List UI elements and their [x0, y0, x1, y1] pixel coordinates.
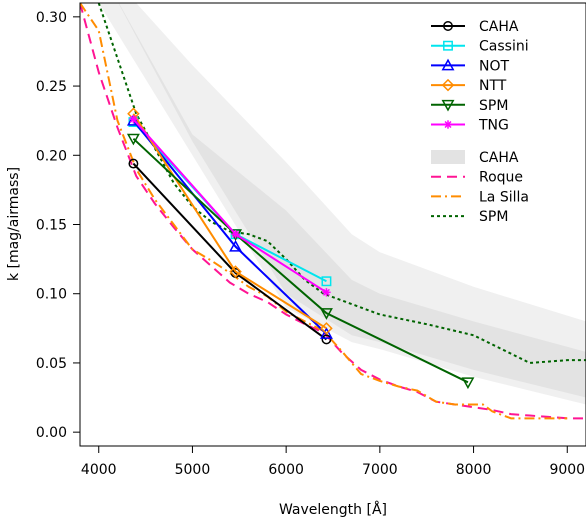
series-line-caha [132, 162, 328, 341]
legend-marker-not [441, 58, 455, 71]
legend: CAHA Cassini NOT NTT SPM TNG CAHA Roque La Silla… [431, 19, 529, 225]
point-caha-2 [321, 334, 332, 345]
legend-label-model-la-silla: La Silla [479, 189, 529, 205]
y-axis-title: k [mag/airmass] [6, 167, 22, 281]
curve-spm [97, 3, 586, 364]
legend-label-model-caha: CAHA [479, 150, 519, 166]
point-caha-0 [128, 158, 139, 169]
legend-band-caha [431, 150, 465, 165]
legend-label-not: NOT [479, 58, 509, 74]
point-ntt-2 [320, 322, 333, 335]
legend-marker-caha [443, 21, 453, 31]
point-tng-1 [231, 229, 240, 239]
point-tng-2 [322, 288, 331, 297]
point-spm-3 [461, 377, 475, 390]
series-line-not [132, 120, 328, 335]
point-spm-2 [319, 308, 333, 320]
model-bands [98, 3, 586, 405]
legend-marker-spm [441, 99, 455, 112]
legend-label-tng: TNG [478, 118, 509, 134]
x-tick-label: 5000 [175, 462, 211, 478]
legend-label-cassini: Cassini [479, 39, 529, 55]
y-tick-label: 0.25 [36, 79, 67, 95]
y-tick-label: 0.30 [36, 10, 67, 26]
point-cassini-2 [321, 276, 332, 287]
point-not-2 [319, 327, 333, 339]
y-tick-label: 0.20 [36, 148, 67, 164]
x-tick-label: 7000 [362, 462, 398, 478]
curve-roque [80, 3, 586, 420]
legend-marker-cassini [443, 40, 453, 51]
point-spm-0 [126, 133, 140, 146]
band-caha [118, 3, 586, 398]
y-tick-label: 0.05 [36, 356, 67, 372]
y-tick-label: 0.10 [36, 287, 67, 303]
point-tng-0 [129, 115, 138, 124]
legend-label-model-roque: Roque [479, 170, 523, 186]
y-tick-label: 0.00 [36, 425, 67, 441]
legend-marker-ntt [441, 78, 455, 92]
data-series [126, 107, 475, 390]
point-ntt-1 [229, 265, 242, 278]
legend-label-ntt: NTT [479, 78, 507, 94]
x-tick-label: 6000 [268, 462, 304, 478]
y-tick-label: 0.15 [36, 218, 67, 234]
point-not-0 [126, 113, 140, 126]
legend-marker-tng [443, 120, 453, 129]
point-not-1 [229, 239, 243, 252]
x-tick-label: 4000 [81, 462, 117, 478]
curve-la-silla [80, 3, 568, 420]
legend-label-caha: CAHA [479, 19, 519, 35]
x-tick-label: 9000 [549, 462, 585, 478]
series-line-spm [132, 137, 469, 384]
x-axis: 4000 5000 6000 7000 8000 9000 [81, 446, 585, 478]
series-line-ntt [132, 113, 327, 330]
band-outer [98, 3, 586, 405]
x-tick-label: 8000 [456, 462, 492, 478]
y-axis: 0.00 0.05 0.10 0.15 0.20 0.25 0.30 [36, 10, 80, 441]
x-axis-title: Wavelength [Å] [279, 501, 387, 518]
legend-label-spm: SPM [479, 98, 508, 114]
model-curves [80, 3, 586, 420]
legend-label-model-spm: SPM [479, 209, 508, 225]
